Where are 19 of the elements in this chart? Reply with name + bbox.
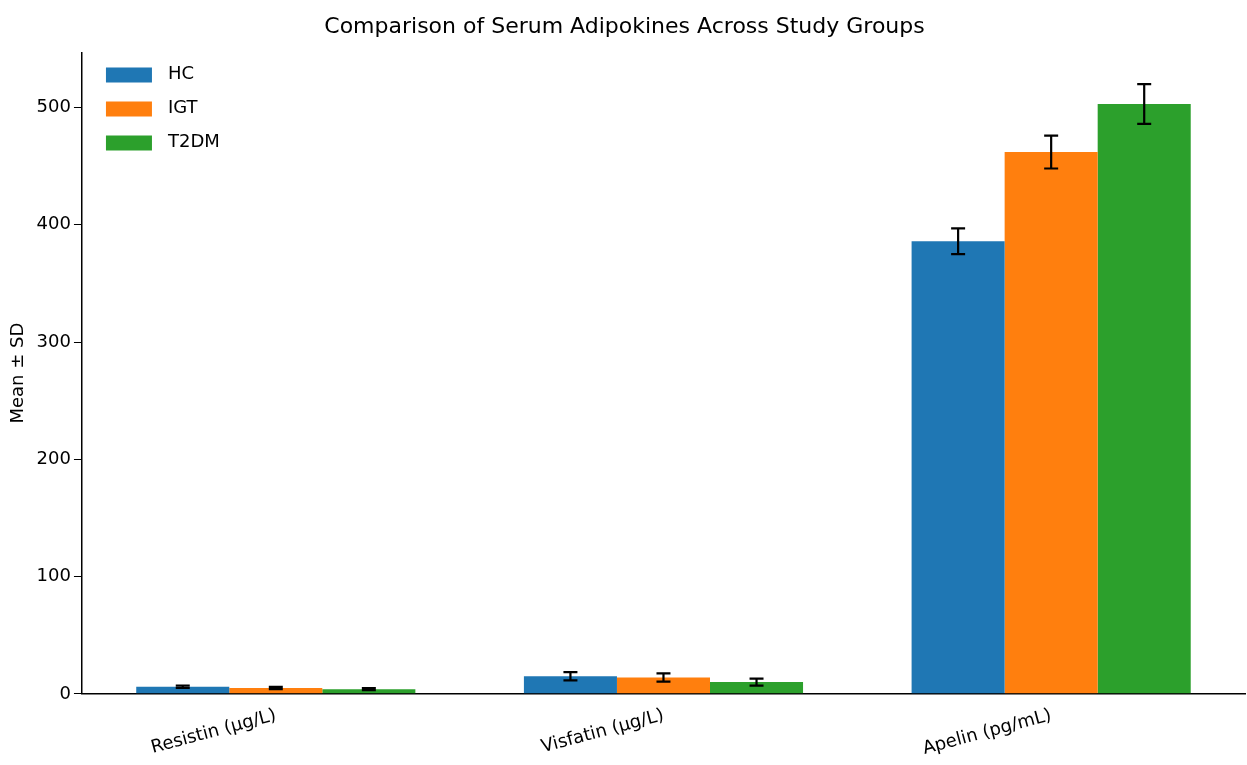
y-tick-label: 300 bbox=[36, 329, 71, 351]
legend-label: HC bbox=[167, 62, 195, 84]
bar bbox=[710, 682, 804, 694]
bar bbox=[911, 241, 1005, 694]
y-axis-title: Mean ± SD bbox=[6, 322, 28, 424]
y-tick-label: 400 bbox=[36, 212, 71, 234]
y-tick-label: 500 bbox=[36, 95, 71, 117]
chart-title: Comparison of Serum Adipokines Across Study Groups bbox=[324, 12, 925, 38]
bar bbox=[523, 676, 617, 694]
bar bbox=[616, 677, 710, 694]
y-tick-label: 100 bbox=[36, 564, 71, 586]
bar bbox=[1004, 152, 1098, 694]
legend-label: T2DM bbox=[166, 130, 220, 152]
y-tick-label: 200 bbox=[36, 446, 71, 468]
y-tick-label: 0 bbox=[59, 681, 71, 703]
legend-label: IGT bbox=[167, 96, 199, 118]
x-tick-label: Resistin (µg/L) bbox=[148, 703, 279, 757]
x-tick-label: Visfatin (µg/L) bbox=[538, 703, 666, 757]
bar bbox=[1097, 104, 1191, 694]
